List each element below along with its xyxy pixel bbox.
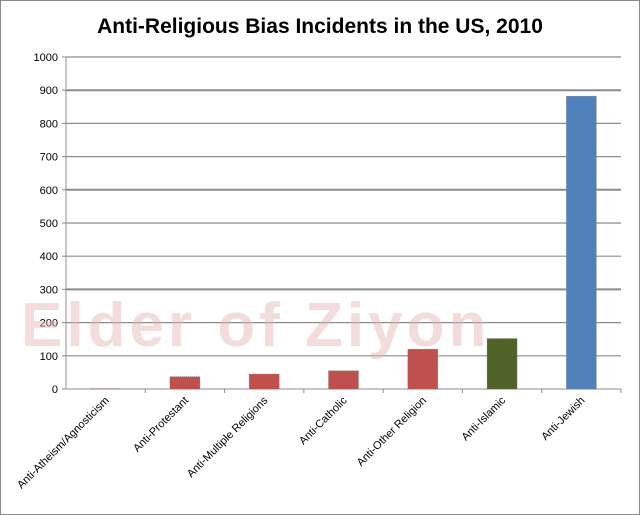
y-tick-label: 900 (40, 85, 58, 97)
watermark-text: Elder of Ziyon (21, 291, 490, 360)
chart-title: Anti-Religious Bias Incidents in the US,… (97, 15, 543, 38)
y-tick-label: 700 (40, 152, 58, 164)
y-tick-label: 400 (40, 251, 58, 263)
grid-lines: 0 100 200 300 400 500 600 700 800 900 1000 (34, 52, 621, 396)
bar-5 (486, 338, 518, 390)
y-tick-label: 300 (40, 284, 58, 296)
y-tick-label: 800 (40, 118, 58, 130)
bar-6 (566, 95, 597, 390)
x-category-label: Anti-Atheism/Agnosticism (15, 395, 112, 492)
y-tick-label: 500 (40, 218, 58, 230)
bar-1 (169, 376, 201, 390)
x-category-label: Anti-Other Religion (355, 395, 429, 469)
y-tick-label: 600 (40, 185, 58, 197)
x-category-label: Anti-Multiple Religions (185, 394, 271, 480)
bar-2 (248, 373, 280, 390)
y-tick-label: 200 (40, 318, 58, 330)
x-category-label: Anti-Jewish (539, 395, 587, 443)
x-category-label: Anti-Catholic (297, 394, 350, 447)
bar-3 (328, 370, 359, 390)
y-tick-label: 0 (52, 384, 58, 396)
y-tick-label: 100 (40, 351, 58, 363)
y-tick-label: 1000 (34, 52, 58, 64)
x-category-label: Anti-Islamic (460, 394, 509, 443)
bar-0 (90, 388, 121, 390)
bar-4 (407, 348, 439, 390)
x-category-label: Anti-Protestant (131, 395, 191, 455)
